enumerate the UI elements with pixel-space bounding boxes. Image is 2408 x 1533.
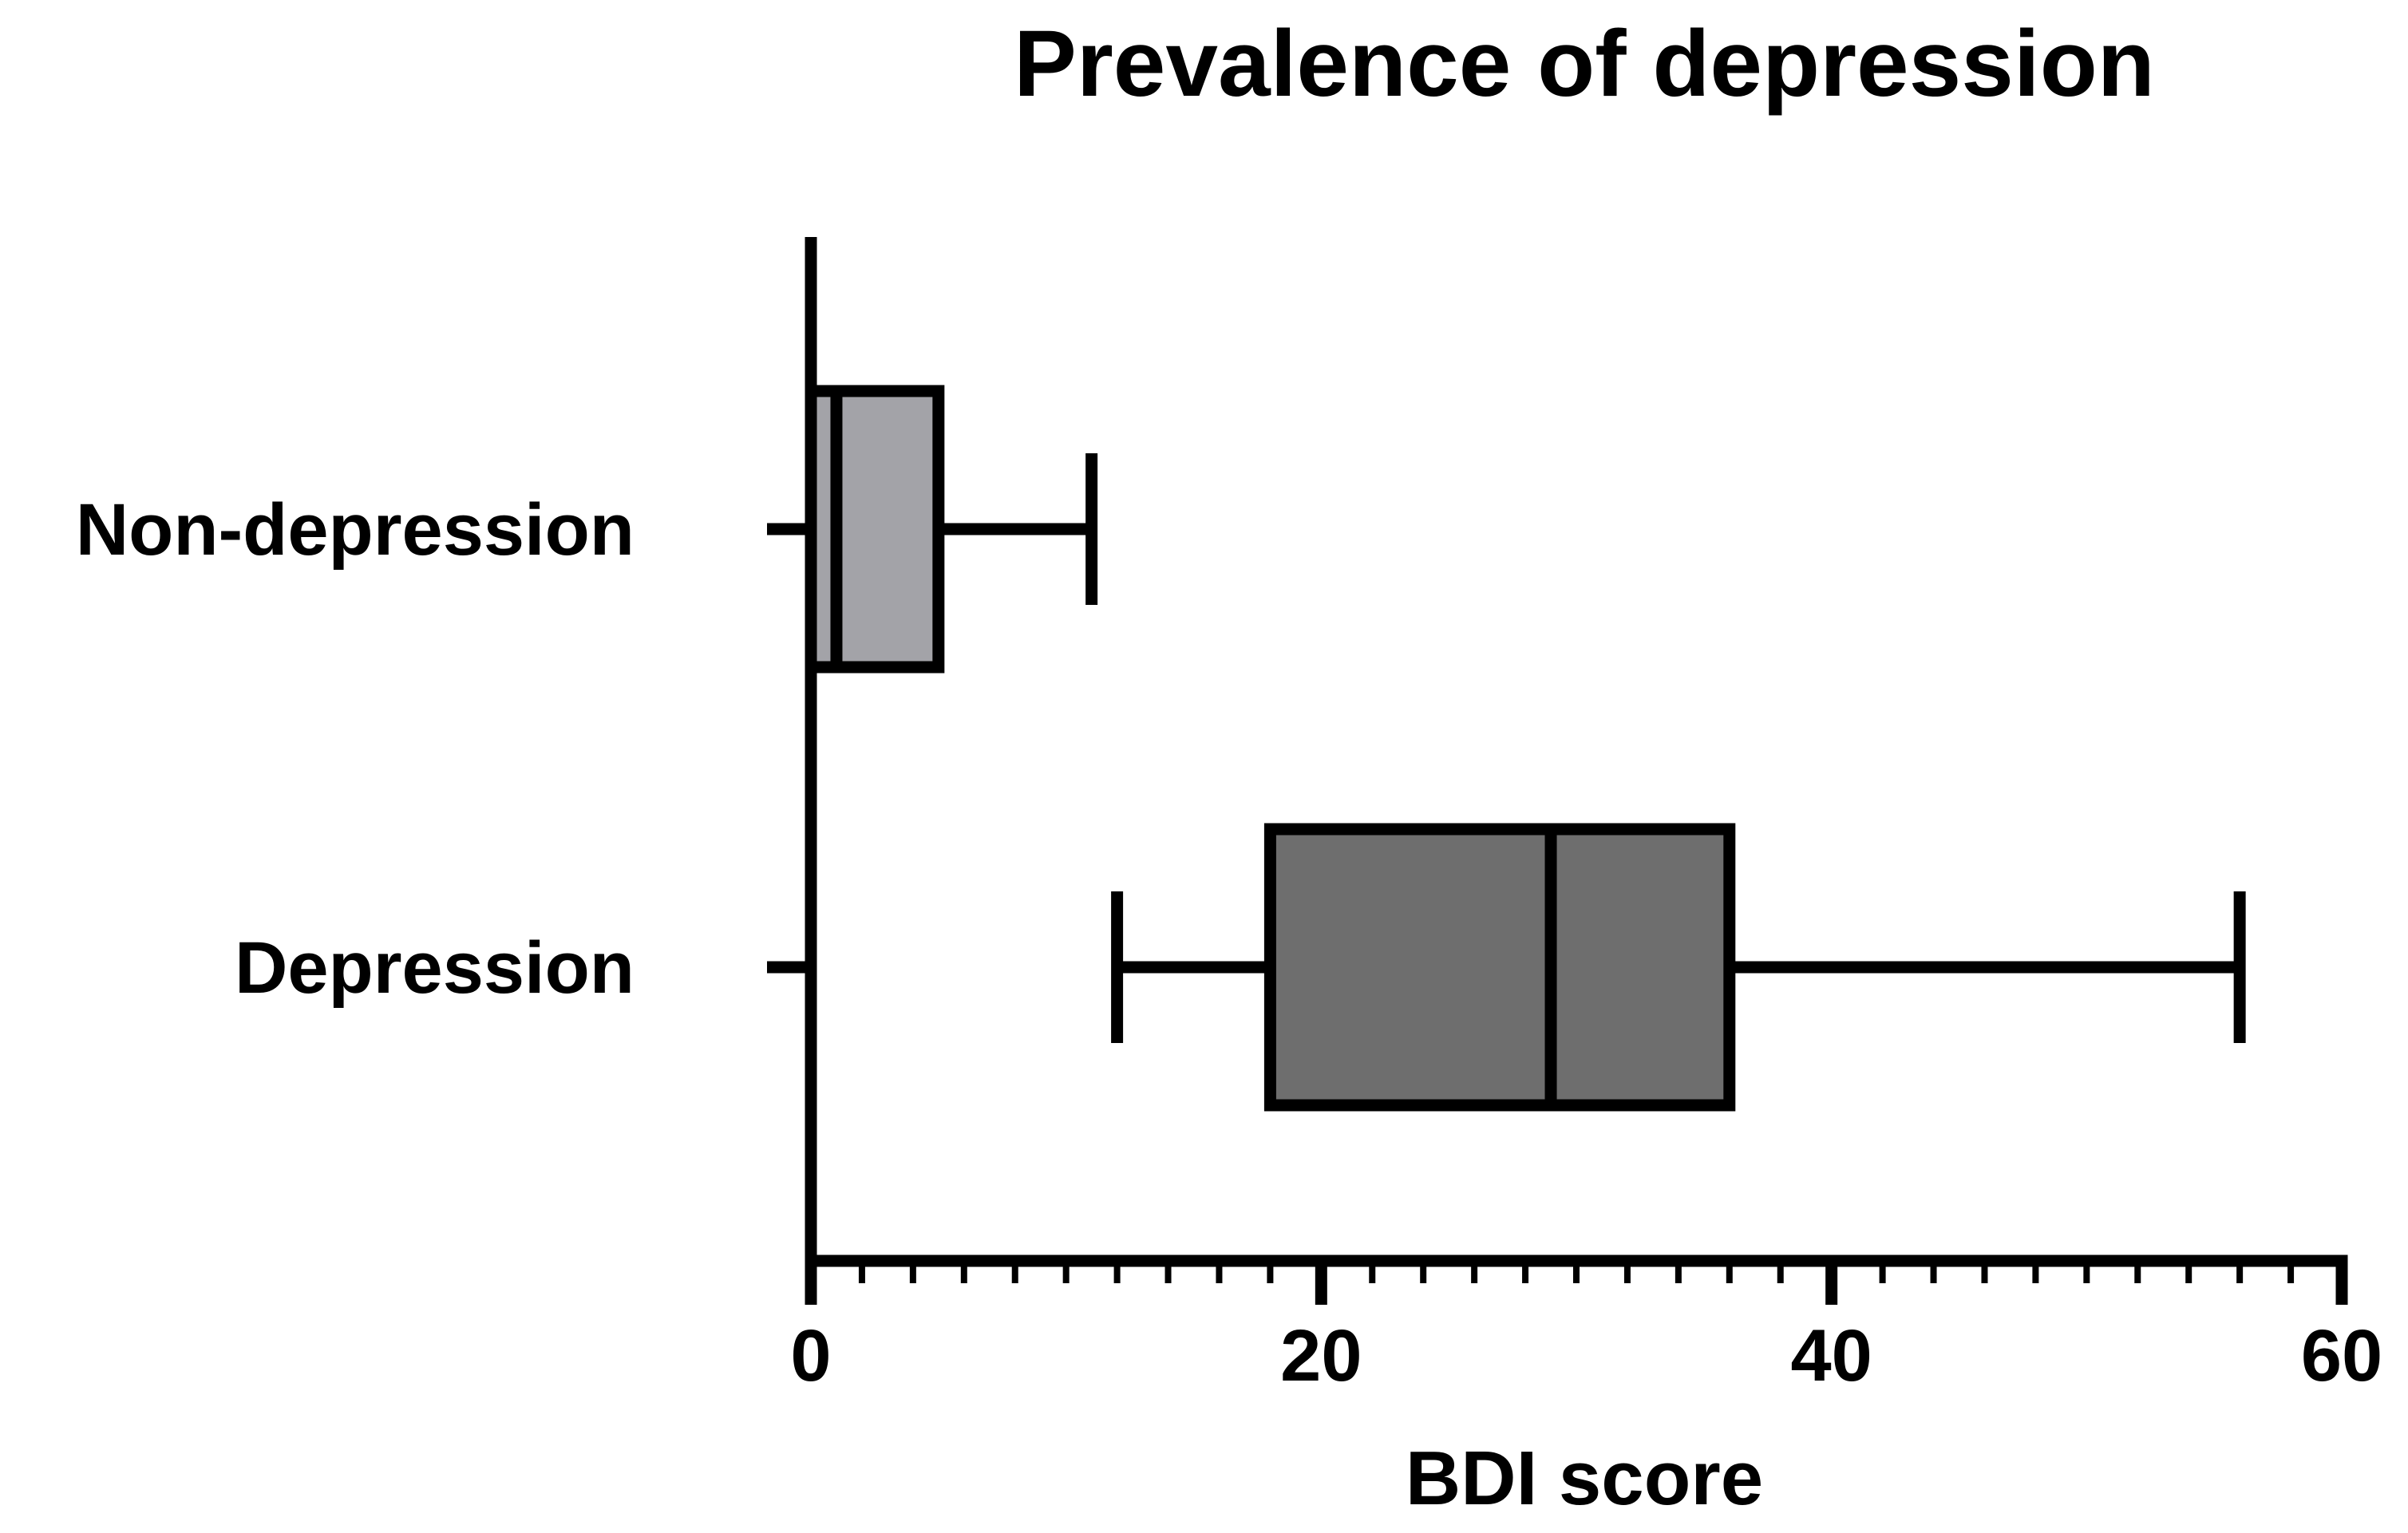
x-axis-label: BDI score [1406,1436,1763,1521]
plot-area: 0 20 40 60 Non-depression Depression [76,237,2382,1397]
chart-title: Prevalence of depression [1014,11,2155,117]
x-tick-label: 0 [790,1315,831,1397]
x-tick-label: 40 [1790,1315,1872,1397]
x-tick-label: 20 [1280,1315,1362,1397]
category-label: Depression [235,927,635,1009]
iqr-box [1263,823,1736,1112]
x-tick-label: 60 [2301,1315,2382,1397]
iqr-box [805,385,945,674]
category-label: Non-depression [76,489,635,571]
